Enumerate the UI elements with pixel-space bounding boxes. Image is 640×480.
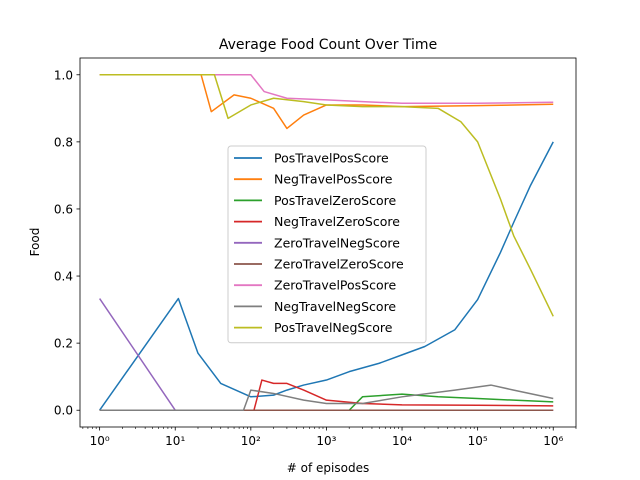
- legend-entry: ZeroTravelPosScore: [274, 278, 396, 293]
- series-line-6: [99, 74, 554, 105]
- plot-lines: [99, 74, 554, 411]
- legend-entry: ZeroTravelNegScore: [274, 235, 400, 250]
- x-axis-ticks: 10⁰ 10¹ 10² 10³ 10⁴ 10⁵ 10⁶: [82, 427, 577, 448]
- series-line-3: [99, 379, 554, 411]
- legend-box: [227, 145, 427, 344]
- legend-entry: PosTravelZeroScore: [274, 193, 396, 208]
- legend-entry: NegTravelNegScore: [274, 299, 396, 314]
- y-tick-label: 0.6: [54, 202, 73, 216]
- series-line-0: [99, 141, 554, 411]
- x-tick-label: 10⁵: [468, 434, 488, 448]
- x-tick-label: 10⁴: [392, 434, 412, 448]
- y-tick-label: 1.0: [54, 68, 73, 82]
- legend: PosTravelPosScore NegTravelPosScore PosTra…: [227, 145, 427, 344]
- legend-entry: NegTravelPosScore: [274, 172, 393, 187]
- plot-frame: [79, 57, 577, 428]
- legend-entry: ZeroTravelZeroScore: [274, 257, 404, 272]
- x-tick-label: 10⁰: [90, 434, 110, 448]
- series-line-7: [99, 384, 554, 411]
- chart-title: Average Food Count Over Time: [219, 37, 437, 53]
- y-axis-label: Food: [28, 228, 42, 257]
- x-tick-label: 10¹: [165, 434, 185, 448]
- y-tick-label: 0.0: [54, 404, 73, 418]
- series-line-2: [99, 393, 554, 411]
- series-line-8: [99, 74, 554, 317]
- y-tick-label: 0.8: [54, 135, 73, 149]
- y-tick-label: 0.4: [54, 270, 73, 284]
- y-axis-ticks: 0.0 0.2 0.4 0.6 0.8 1.0: [54, 68, 80, 418]
- x-axis-label: # of episodes: [287, 461, 369, 475]
- y-tick-label: 0.2: [54, 337, 73, 351]
- x-tick-label: 10²: [241, 434, 261, 448]
- legend-entry: NegTravelZeroScore: [274, 214, 400, 229]
- x-tick-label: 10⁶: [543, 434, 563, 448]
- legend-entry: PosTravelNegScore: [274, 320, 393, 335]
- legend-entry: PosTravelPosScore: [274, 151, 389, 166]
- x-tick-label: 10³: [316, 434, 336, 448]
